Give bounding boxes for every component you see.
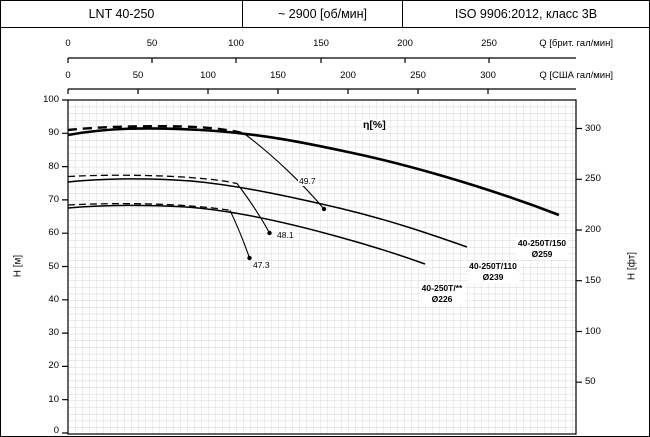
- q-brit-tick: 50: [146, 38, 158, 49]
- h-m-tick: 0: [53, 425, 59, 436]
- efficiency-value-239: 48.1: [276, 230, 295, 240]
- h-ft-tick: 200: [585, 224, 601, 235]
- h-m-tick: 40: [48, 294, 59, 305]
- curve-259-dashed: [67, 124, 245, 135]
- h-ft-tick: 50: [585, 376, 596, 387]
- h-m-tick: 10: [48, 394, 59, 405]
- h-m-axis-ticks: [62, 99, 68, 434]
- curve-label-226: 40-250T/** Ø226: [419, 283, 465, 305]
- h-m-tick: 50: [48, 261, 59, 272]
- curve-label-259: 40-250T/150 Ø259: [515, 238, 569, 260]
- h-m-tick: 60: [48, 227, 59, 238]
- curve-name-226: 40-250T/**: [421, 283, 463, 293]
- h-ft-tick: 300: [585, 123, 601, 134]
- bep-dot-239: [267, 230, 272, 236]
- eta-axis-label: η[%]: [362, 119, 387, 131]
- q-brit-tick: 100: [228, 38, 244, 49]
- curve-226-dashed: [67, 202, 231, 211]
- h-m-tick: 100: [43, 94, 59, 105]
- curve-226-solid: [67, 204, 426, 265]
- h-ft-tick: 100: [585, 326, 601, 337]
- h-ft-tick: 250: [585, 173, 601, 184]
- iso-standard: ISO 9906:2012, класс 3В: [454, 7, 598, 21]
- q-us-tick: 200: [340, 70, 356, 81]
- h-m-tick: 20: [48, 360, 59, 371]
- curve-diameter-259: Ø259: [531, 249, 553, 259]
- q-brit-tick: 250: [481, 38, 497, 49]
- h-ft-axis-label: H [фт]: [626, 251, 638, 281]
- curve-239-dashed: [67, 174, 238, 185]
- curve-label-239: 40-250T/110 Ø239: [467, 261, 519, 283]
- q-us-tick: 50: [132, 70, 144, 81]
- q-us-axis-label: Q [США гал/мин]: [539, 70, 613, 81]
- bep-dot-259: [321, 206, 327, 212]
- curve-name-239: 40-250T/110: [469, 261, 517, 271]
- q-us-tick: 250: [410, 70, 426, 81]
- curve-259-solid: [67, 127, 560, 217]
- curve-diameter-226: Ø226: [431, 294, 453, 304]
- q-us-axis: [67, 88, 576, 94]
- q-us-tick: 0: [65, 70, 71, 81]
- h-m-tick: 80: [48, 161, 59, 172]
- efficiency-value-226: 47.3: [252, 260, 271, 270]
- curve-239-solid: [67, 178, 468, 248]
- bep-line-259: [243, 133, 325, 210]
- bep-line-239: [236, 183, 270, 234]
- h-m-axis-label: H [м]: [12, 254, 24, 278]
- bep-dot-226: [247, 255, 252, 261]
- pump-speed: ~ 2900 [об/мин]: [243, 1, 403, 27]
- bep-dots: [247, 206, 327, 261]
- q-brit-tick: 150: [313, 38, 329, 49]
- curve-diameter-239: Ø239: [482, 272, 504, 282]
- h-ft-axis-ticks: [576, 127, 582, 383]
- q-brit-tick: 0: [65, 38, 71, 49]
- q-brit-tick: 200: [397, 38, 413, 49]
- q-us-tick: 100: [200, 70, 216, 81]
- curve-name-259: 40-250T/150: [517, 238, 567, 248]
- pump-model-title: LNT 40-250: [1, 1, 243, 27]
- q-us-tick: 300: [480, 70, 496, 81]
- h-ft-tick: 150: [585, 275, 601, 286]
- bep-line-226: [229, 210, 251, 259]
- q-us-tick: 150: [270, 70, 286, 81]
- title-bar: LNT 40-250 ~ 2900 [об/мин] ISO 9906:2012…: [1, 1, 649, 28]
- q-brit-axis-label: Q [брит. гал/мин]: [539, 38, 613, 49]
- h-m-tick: 70: [48, 194, 59, 205]
- h-m-tick: 90: [48, 127, 59, 138]
- efficiency-value-259: 49.7: [298, 176, 317, 186]
- h-m-tick: 30: [48, 327, 59, 338]
- q-brit-axis: [67, 57, 576, 63]
